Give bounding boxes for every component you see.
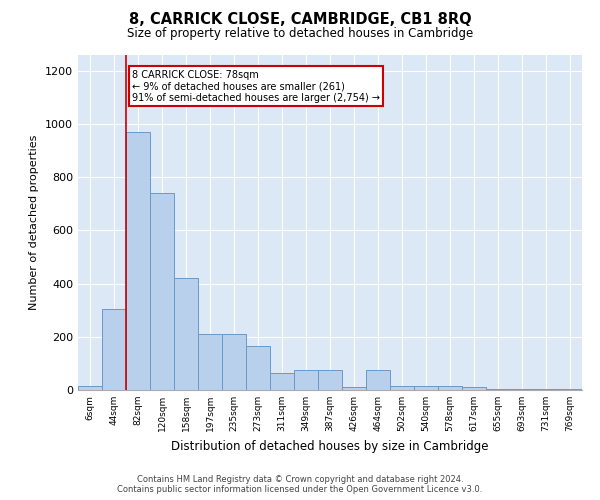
Bar <box>294 370 318 390</box>
Bar <box>558 389 582 390</box>
Bar <box>438 386 462 390</box>
Bar <box>510 389 534 390</box>
Bar <box>78 386 102 390</box>
Text: 8 CARRICK CLOSE: 78sqm
← 9% of detached houses are smaller (261)
91% of semi-det: 8 CARRICK CLOSE: 78sqm ← 9% of detached … <box>132 70 380 103</box>
Bar <box>462 388 486 390</box>
Bar <box>486 388 510 390</box>
Bar <box>102 309 126 390</box>
Text: Contains HM Land Registry data © Crown copyright and database right 2024.
Contai: Contains HM Land Registry data © Crown c… <box>118 474 482 494</box>
Bar <box>342 388 366 390</box>
Y-axis label: Number of detached properties: Number of detached properties <box>29 135 40 310</box>
Text: Size of property relative to detached houses in Cambridge: Size of property relative to detached ho… <box>127 28 473 40</box>
Bar <box>366 370 390 390</box>
Bar <box>534 389 558 390</box>
Bar <box>414 386 438 390</box>
X-axis label: Distribution of detached houses by size in Cambridge: Distribution of detached houses by size … <box>171 440 489 452</box>
Bar <box>198 334 222 390</box>
Text: 8, CARRICK CLOSE, CAMBRIDGE, CB1 8RQ: 8, CARRICK CLOSE, CAMBRIDGE, CB1 8RQ <box>128 12 472 28</box>
Bar <box>270 372 294 390</box>
Bar <box>174 278 198 390</box>
Bar <box>246 346 270 390</box>
Bar <box>222 334 246 390</box>
Bar <box>126 132 150 390</box>
Bar <box>390 386 414 390</box>
Bar <box>150 194 174 390</box>
Bar <box>318 370 342 390</box>
